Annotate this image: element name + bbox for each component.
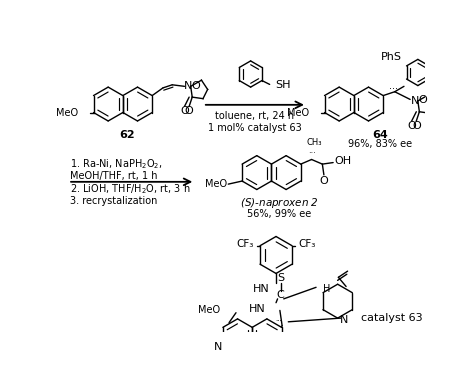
Text: O: O (185, 106, 193, 116)
Text: 2. LiOH, THF/H$_2$O, rt, 3 h: 2. LiOH, THF/H$_2$O, rt, 3 h (70, 183, 190, 197)
Text: 1. Ra-Ni, NaPH$_2$O$_2$,: 1. Ra-Ni, NaPH$_2$O$_2$, (70, 157, 162, 171)
Text: O: O (419, 95, 428, 105)
Text: MeO: MeO (199, 305, 220, 315)
Text: MeO: MeO (56, 107, 78, 117)
Text: S: S (277, 273, 284, 283)
Text: N: N (183, 81, 192, 91)
Text: HN: HN (253, 284, 270, 294)
Text: MeOH/THF, rt, 1 h: MeOH/THF, rt, 1 h (70, 171, 157, 181)
Text: ($S$)-naproxen 2: ($S$)-naproxen 2 (240, 196, 319, 210)
Text: toluene, rt, 24 h: toluene, rt, 24 h (215, 112, 294, 121)
Text: H: H (323, 284, 330, 294)
Text: CF₃: CF₃ (298, 239, 316, 249)
Text: MeO: MeO (287, 107, 309, 117)
Text: O: O (407, 120, 416, 131)
Text: OH: OH (335, 156, 352, 166)
Text: 56%, 99% ee: 56%, 99% ee (247, 209, 311, 219)
Text: O: O (191, 81, 201, 91)
Text: CF₃: CF₃ (237, 239, 254, 249)
Text: O: O (319, 176, 328, 186)
Text: N: N (214, 342, 222, 352)
Text: MeO: MeO (205, 179, 227, 189)
Text: 62: 62 (119, 130, 135, 140)
Text: 96%, 83% ee: 96%, 83% ee (348, 139, 412, 149)
Text: 64: 64 (372, 130, 388, 140)
Text: SH: SH (275, 80, 291, 90)
Text: O: O (412, 120, 420, 131)
Text: CH₃: CH₃ (307, 138, 322, 147)
Text: N: N (339, 315, 348, 325)
Text: PhS: PhS (381, 52, 401, 62)
Text: ···: ··· (309, 149, 316, 158)
Text: ···: ··· (276, 318, 283, 324)
Text: 1 mol% catalyst 63: 1 mol% catalyst 63 (208, 123, 302, 133)
Text: 3. recrystalization: 3. recrystalization (70, 196, 157, 206)
Text: HN: HN (248, 304, 265, 314)
Text: C: C (277, 290, 284, 300)
Text: N: N (410, 96, 419, 106)
Text: catalyst 63: catalyst 63 (361, 313, 422, 323)
Text: O: O (180, 106, 189, 116)
Text: ···: ··· (389, 84, 398, 94)
